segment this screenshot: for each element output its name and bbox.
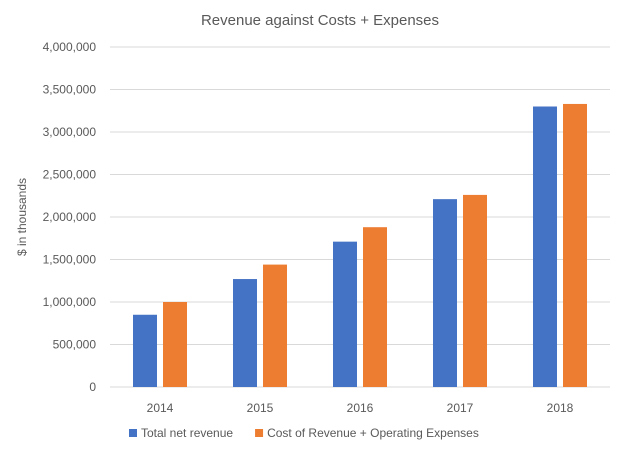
bar-costs-2015	[263, 264, 287, 387]
legend: Total net revenue Cost of Revenue + Opera…	[129, 426, 479, 440]
y-tick-label: 3,500,000	[43, 83, 97, 97]
bars	[133, 103, 587, 387]
gridlines	[110, 46, 610, 388]
y-tick-label: 2,000,000	[43, 210, 97, 224]
y-tick-label: 1,000,000	[43, 295, 97, 309]
bar-costs-2014	[163, 302, 187, 387]
legend-swatch	[255, 429, 264, 437]
bar-revenue-2017	[433, 199, 457, 387]
bar-revenue-2014	[133, 314, 157, 387]
x-tick-label: 2016	[347, 401, 374, 415]
y-axis-label: $ in thousands	[15, 178, 29, 256]
y-tick-label: 1,500,000	[43, 253, 97, 267]
y-tick-label: 2,500,000	[43, 168, 97, 182]
y-tick-label: 4,000,000	[43, 40, 97, 54]
chart-title: Revenue against Costs + Expenses	[201, 12, 439, 29]
bar-revenue-2016	[333, 241, 357, 387]
y-tick-label: 0	[89, 380, 96, 394]
x-tick-label: 2018	[547, 401, 574, 415]
y-tick-label: 500,000	[53, 338, 97, 352]
bar-costs-2016	[363, 227, 387, 387]
bar-costs-2018	[563, 103, 587, 387]
legend-label: Total net revenue	[141, 426, 233, 440]
legend-swatch	[129, 429, 137, 437]
bar-revenue-2018	[533, 106, 557, 387]
bar-costs-2017	[463, 194, 487, 387]
y-tick-label: 3,000,000	[43, 125, 97, 139]
x-tick-label: 2014	[147, 401, 174, 415]
x-tick-label: 2015	[247, 401, 274, 415]
x-tick-label: 2017	[447, 401, 474, 415]
x-tick-labels: 2014 2015 2016 2017 2018	[147, 401, 574, 415]
bar-revenue-2015	[233, 279, 257, 387]
legend-label: Cost of Revenue + Operating Expenses	[267, 426, 479, 440]
y-tick-labels: 0 500,000 1,000,000 1,500,000 2,000,000 2,500…	[43, 40, 97, 394]
